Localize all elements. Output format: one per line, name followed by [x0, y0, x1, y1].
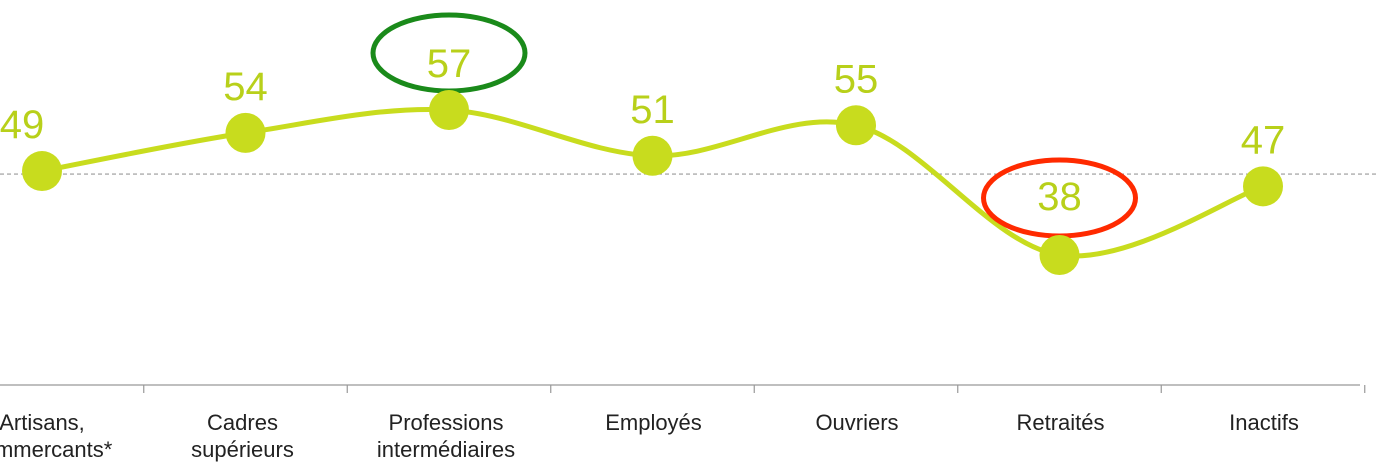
data-point	[1243, 166, 1283, 207]
x-tick-label: Artisans,commercants*	[0, 410, 113, 462]
data-point	[836, 105, 876, 146]
highlight-layer	[370, 12, 1138, 239]
data-point	[1039, 235, 1080, 275]
x-tick-label: Cadres supérieurs	[191, 410, 294, 462]
x-tick-label: Retraités	[1016, 410, 1104, 435]
x-tick-label: Employés	[605, 410, 702, 435]
data-label: 47	[1241, 118, 1286, 162]
data-point	[429, 90, 469, 130]
data-label: 38	[1037, 175, 1082, 219]
data-point	[22, 151, 62, 192]
data-label: 57	[427, 42, 472, 86]
x-tick-label: Professions intermédiaires	[377, 410, 515, 462]
data-label: 54	[223, 65, 268, 109]
data-point	[632, 135, 673, 176]
data-point	[225, 112, 266, 153]
value-label-layer: 49 54 57 51 55 38 47	[0, 42, 1285, 219]
x-tick-label: Inactifs	[1229, 410, 1299, 435]
data-label: 49	[0, 103, 44, 147]
x-tick-label: Ouvriers	[815, 410, 898, 435]
data-label: 55	[834, 57, 879, 101]
data-label: 51	[630, 88, 675, 132]
data-point-layer	[22, 90, 1283, 275]
